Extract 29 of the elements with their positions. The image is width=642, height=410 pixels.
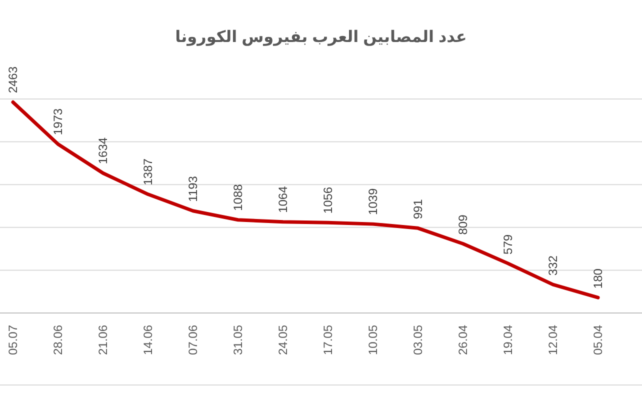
- x-tick-label: 05.07: [6, 324, 20, 356]
- data-label: 180: [591, 268, 605, 289]
- data-label: 1088: [231, 184, 245, 211]
- data-label: 2463: [6, 66, 20, 94]
- x-tick-label: 24.05: [276, 324, 290, 356]
- data-label: 1064: [276, 186, 290, 213]
- x-tick-label: 05.04: [591, 324, 605, 356]
- data-label: 809: [456, 214, 470, 235]
- data-label: 1634: [96, 137, 110, 164]
- data-label: 1387: [141, 158, 155, 186]
- x-tick-label: 03.05: [411, 324, 425, 356]
- x-tick-label: 31.05: [231, 324, 245, 356]
- x-tick-label: 07.06: [186, 324, 200, 356]
- data-label: 579: [501, 234, 515, 254]
- data-label: 1039: [366, 188, 380, 216]
- x-tick-label: 26.04: [456, 324, 470, 356]
- data-label: 332: [546, 255, 560, 276]
- data-label: 1973: [51, 108, 65, 136]
- data-label: 1193: [186, 176, 200, 202]
- x-tick-label: 28.06: [51, 324, 65, 356]
- data-label: 1056: [321, 186, 335, 214]
- x-tick-label: 12.04: [546, 324, 560, 356]
- x-tick-label: 17.05: [321, 324, 335, 356]
- data-label: 991: [411, 198, 425, 220]
- chart-title: عدد المصابين العرب بفيروس الكورونا: [175, 29, 467, 46]
- x-tick-label: 19.04: [501, 324, 515, 356]
- x-tick-label: 21.06: [96, 324, 110, 356]
- x-tick-label: 10.05: [366, 324, 380, 356]
- x-tick-label: 14.06: [141, 324, 155, 356]
